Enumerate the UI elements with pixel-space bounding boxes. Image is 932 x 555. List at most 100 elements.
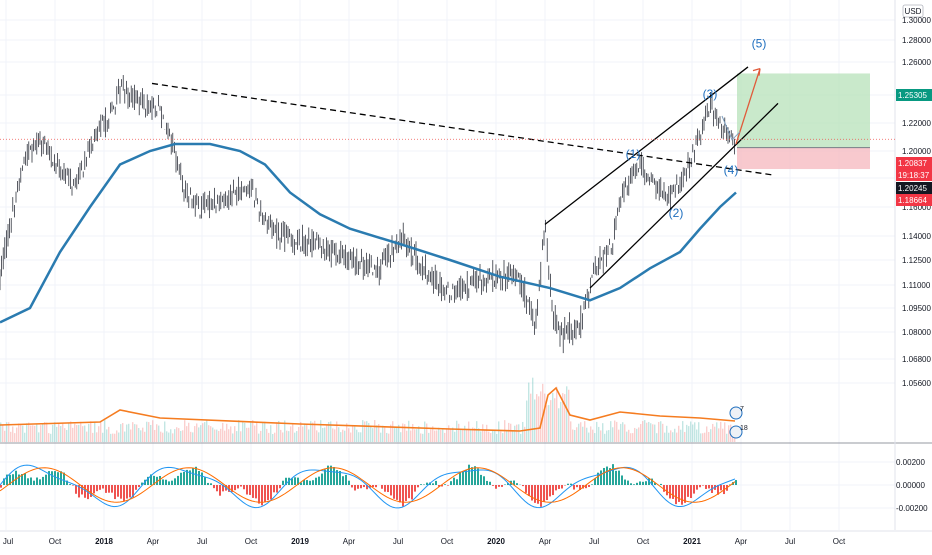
volume-bar: [616, 422, 617, 442]
volume-bar: [362, 420, 363, 442]
macd-histogram-bar: [264, 485, 266, 502]
time-tick-label: 2021: [683, 537, 701, 546]
volume-bar: [168, 433, 169, 442]
volume-bar: [60, 426, 61, 442]
volume-bar: [82, 426, 83, 442]
volume-bar: [678, 426, 679, 442]
volume-bar: [420, 433, 421, 442]
price-tick-label: 1.28000: [902, 36, 931, 45]
volume-bar: [630, 433, 631, 442]
volume-bar: [704, 433, 705, 442]
volume-bar: [80, 422, 81, 442]
volume-bar: [150, 425, 151, 442]
price-tick-label: 1.11000: [902, 281, 931, 290]
macd-histogram-bar: [444, 484, 446, 485]
volume-bar: [526, 401, 527, 442]
volume-bar: [700, 433, 701, 442]
volume-bar: [660, 421, 661, 442]
macd-histogram-bar: [363, 485, 365, 487]
volume-bar: [262, 422, 263, 442]
volume-bar: [670, 430, 671, 442]
macd-histogram-bar: [735, 480, 737, 485]
volume-bar: [370, 426, 371, 442]
macd-histogram-bar: [702, 485, 704, 486]
macd-histogram-bar: [624, 480, 626, 485]
volume-bar: [642, 421, 643, 442]
macd-histogram-bar: [528, 485, 530, 496]
volume-bar: [74, 424, 75, 442]
volume-bar: [170, 429, 171, 442]
time-tick-label: Jul: [3, 537, 13, 546]
volume-bar: [356, 430, 357, 442]
volume-bar: [410, 431, 411, 442]
volume-bar: [212, 428, 213, 442]
macd-histogram-bar: [129, 485, 131, 497]
volume-bar: [230, 426, 231, 442]
macd-histogram-bar: [348, 481, 350, 485]
price-tick-label: 1.30000: [902, 16, 931, 25]
volume-bar: [680, 430, 681, 442]
volume-bar: [512, 430, 513, 442]
macd-histogram-bar: [198, 471, 200, 485]
volume-bar: [96, 432, 97, 442]
volume-bar: [448, 425, 449, 442]
volume-bar: [588, 433, 589, 442]
macd-histogram-bar: [432, 483, 434, 485]
volume-bar: [232, 433, 233, 442]
volume-bar: [294, 433, 295, 442]
volume-bar: [672, 432, 673, 442]
volume-bar: [188, 423, 189, 442]
macd-histogram-bar: [294, 477, 296, 485]
volume-bar: [714, 427, 715, 442]
macd-histogram-bar: [633, 484, 635, 485]
macd-histogram-bar: [390, 485, 392, 495]
macd-histogram-bar: [414, 485, 416, 492]
volume-bar: [454, 432, 455, 442]
volume-bar: [190, 432, 191, 442]
macd-histogram-bar: [171, 481, 173, 485]
volume-bar: [494, 431, 495, 442]
volume-bar: [106, 429, 107, 442]
volume-bar: [550, 400, 551, 442]
volume-bar: [696, 430, 697, 442]
volume-bar: [576, 427, 577, 442]
volume-bar: [710, 429, 711, 442]
volume-bar: [624, 424, 625, 442]
macd-histogram-bar: [375, 485, 377, 487]
price-tick-label: 1.14000: [902, 232, 931, 241]
macd-histogram-bar: [549, 485, 551, 496]
volume-bar: [172, 433, 173, 442]
macd-histogram-bar: [213, 485, 215, 488]
volume-bar: [722, 429, 723, 442]
macd-histogram-bar: [192, 468, 194, 485]
volume-bar: [174, 429, 175, 442]
macd-histogram-bar: [204, 477, 206, 485]
macd-histogram-bar: [30, 478, 32, 485]
volume-bar: [376, 425, 377, 442]
volume-bar: [158, 426, 159, 442]
macd-histogram-bar: [501, 485, 503, 487]
volume-bar: [388, 434, 389, 442]
macd-histogram-bar: [165, 480, 167, 485]
volume-bar: [290, 426, 291, 442]
volume-bar: [302, 426, 303, 442]
volume-bar: [358, 432, 359, 442]
macd-histogram-bar: [84, 485, 86, 498]
macd-histogram-bar: [255, 485, 257, 498]
volume-bar: [626, 432, 627, 442]
macd-histogram-bar: [396, 485, 398, 500]
volume-bar: [506, 430, 507, 442]
volume-bar: [728, 425, 729, 442]
macd-histogram-bar: [15, 471, 17, 485]
volume-bar: [406, 431, 407, 442]
volume-bar: [182, 430, 183, 442]
volume-bar: [530, 394, 531, 442]
volume-bar: [136, 425, 137, 442]
macd-histogram-bar: [393, 485, 395, 499]
volume-bar: [140, 430, 141, 442]
volume-bar: [110, 434, 111, 442]
volume-bar: [726, 434, 727, 442]
macd-histogram-bar: [201, 473, 203, 485]
volume-bar: [248, 428, 249, 442]
